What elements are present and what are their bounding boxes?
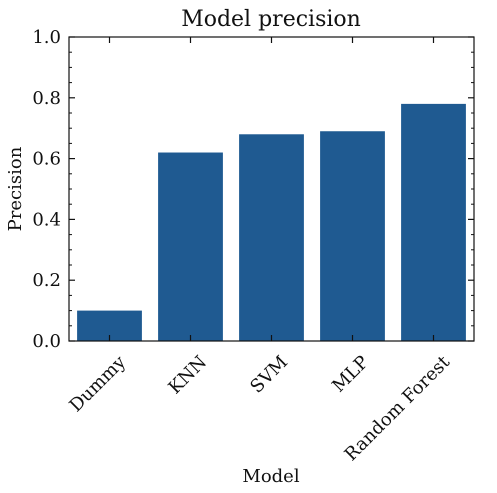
- y-tick-label: 1.0: [32, 27, 61, 48]
- bar-svm: [239, 134, 304, 341]
- bar-random-forest: [401, 103, 466, 341]
- x-tick-label: Dummy: [65, 351, 130, 416]
- x-tick-label: MLP: [328, 352, 373, 397]
- bar-knn: [158, 152, 223, 341]
- x-axis-label: Model: [242, 466, 299, 487]
- y-tick-label: 0.2: [32, 270, 61, 291]
- plot-frame: [68, 36, 475, 342]
- x-tick-label: KNN: [164, 352, 211, 399]
- x-tick-label: SVM: [246, 352, 292, 398]
- y-tick-label: 0.6: [32, 149, 61, 170]
- y-tick-label: 0.4: [32, 209, 61, 230]
- chart-title: Model precision: [181, 7, 361, 32]
- y-axis-label: Precision: [5, 146, 26, 231]
- y-tick-label: 0.0: [32, 331, 61, 352]
- bar-mlp: [320, 131, 385, 341]
- y-tick-label: 0.8: [32, 88, 61, 109]
